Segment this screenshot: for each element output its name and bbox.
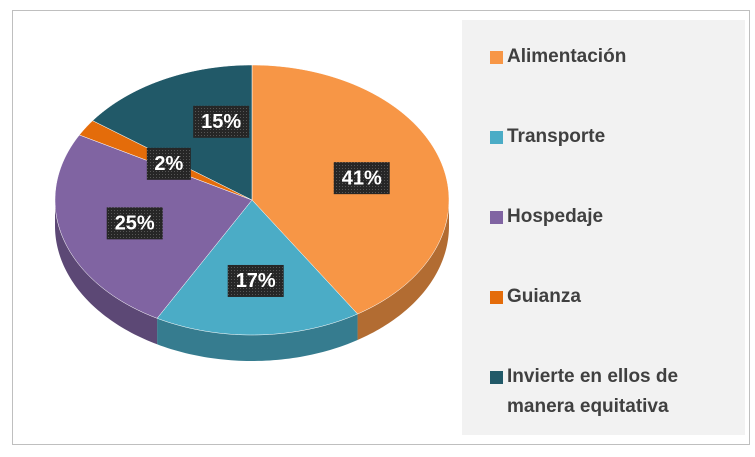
- legend-label: Alimentación: [507, 46, 627, 67]
- pie-slice: [92, 64, 253, 201]
- pie-side: [357, 200, 449, 340]
- data-label-bg: [193, 105, 250, 138]
- data-label: 41%: [342, 167, 382, 189]
- legend-item: Invierte en ellos de manera equitativa: [490, 362, 740, 422]
- legend-item: Hospedaje: [490, 202, 740, 232]
- data-label-bg: [106, 207, 163, 240]
- data-label: 15%: [201, 111, 241, 133]
- data-label-bg: [146, 147, 191, 180]
- legend-swatch: [490, 371, 503, 384]
- legend-swatch: [490, 51, 503, 64]
- legend: Alimentación Transporte Hospedaje Guianza In…: [462, 20, 745, 435]
- legend-swatch: [490, 131, 503, 144]
- legend-swatch: [490, 291, 503, 304]
- pie-side: [55, 200, 158, 345]
- frame: [12, 10, 750, 445]
- data-label-bg: [227, 264, 284, 297]
- legend-label: Hospedaje: [507, 206, 604, 227]
- legend-item: Guianza: [490, 282, 740, 312]
- legend-swatch: [490, 211, 503, 224]
- data-label: 2%: [154, 153, 183, 175]
- legend-item: Transporte: [490, 122, 740, 152]
- legend-item: Alimentación: [490, 42, 740, 72]
- data-label-bg: [333, 162, 390, 195]
- legend-label: Transporte: [507, 126, 606, 147]
- data-label: 25%: [115, 213, 155, 235]
- legend-label: Invierte en ellos de manera equitativa: [507, 366, 679, 417]
- data-label: 17%: [236, 270, 276, 292]
- pie-side: [157, 313, 358, 361]
- legend-label: Guianza: [507, 286, 581, 307]
